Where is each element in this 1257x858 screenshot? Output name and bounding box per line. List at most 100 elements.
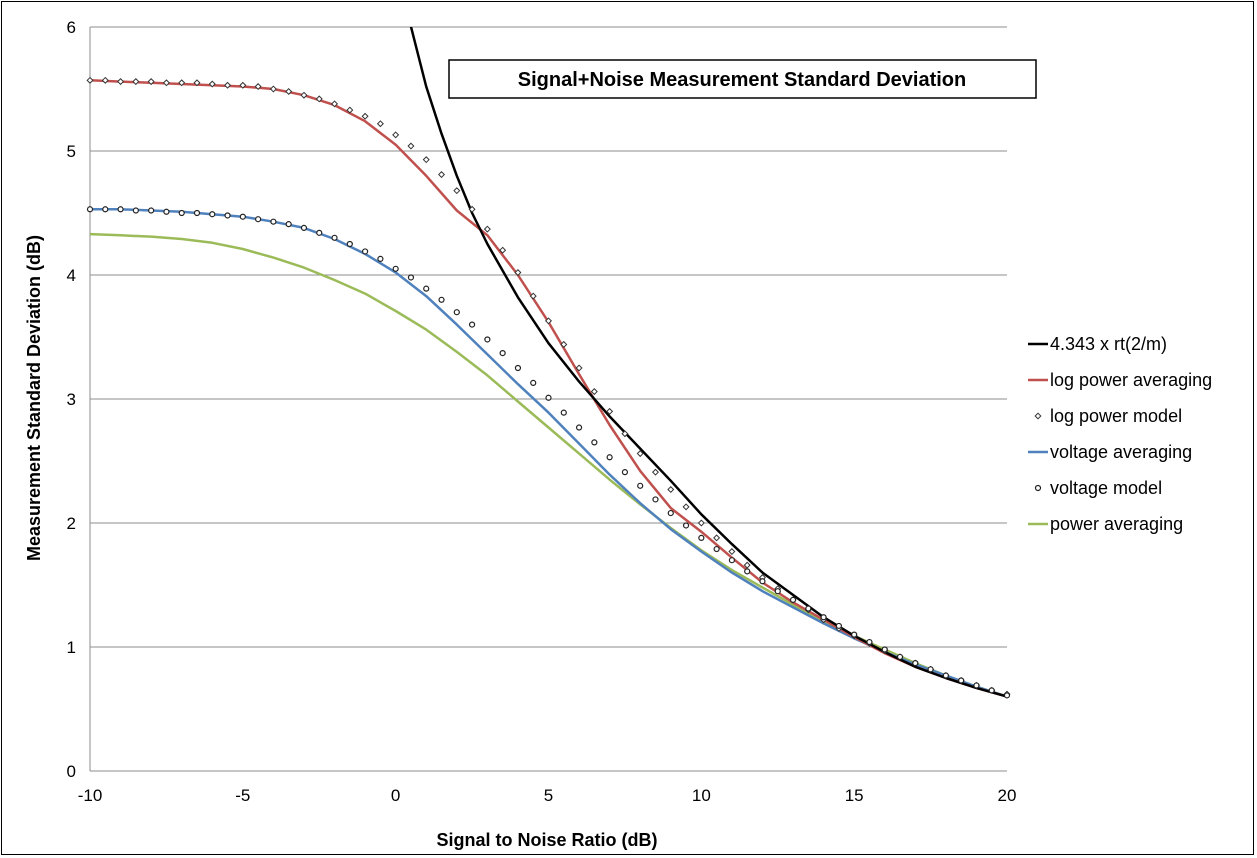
data-point <box>759 578 766 585</box>
data-point <box>514 269 522 277</box>
tick-labels: 0 1 2 3 4 5 6 -10 -5 0 5 10 15 20 <box>67 18 1017 805</box>
data-point <box>713 534 721 542</box>
series-line <box>89 232 1008 698</box>
data-point <box>392 265 399 272</box>
data-point <box>162 79 170 87</box>
data-point <box>224 212 231 219</box>
data-point <box>499 246 507 254</box>
data-point <box>423 285 430 292</box>
data-point <box>453 187 461 195</box>
data-point <box>1003 692 1011 699</box>
y-tick-label: 3 <box>67 390 76 409</box>
data-point <box>545 394 552 401</box>
data-point <box>621 430 629 438</box>
data-point <box>912 660 919 667</box>
data-point <box>958 677 965 684</box>
data-point <box>453 309 460 316</box>
data-point <box>316 229 323 236</box>
data-point <box>269 85 277 93</box>
data-point <box>285 87 293 95</box>
data-point <box>560 409 567 416</box>
data-point <box>697 519 705 527</box>
data-point <box>744 568 751 575</box>
data-point <box>805 605 812 612</box>
data-point <box>346 240 353 248</box>
data-point <box>86 206 94 213</box>
series-voltage-model <box>86 206 1011 699</box>
data-point <box>438 171 446 179</box>
data-point <box>254 83 262 91</box>
data-point <box>361 112 369 120</box>
x-axis-title: Signal to Noise Ratio (dB) <box>436 830 657 850</box>
chart-title: Signal+Noise Measurement Standard Deviat… <box>518 69 966 91</box>
legend-label: log power averaging <box>1050 370 1212 390</box>
x-tick-label: 15 <box>845 786 864 805</box>
legend-item: power averaging <box>1028 514 1183 534</box>
data-point <box>255 216 262 223</box>
series-log-power-averaging <box>89 79 1008 698</box>
data-point <box>147 78 155 86</box>
data-point <box>117 78 125 86</box>
legend-item: voltage model <box>1034 478 1162 498</box>
legend-label: voltage averaging <box>1050 442 1192 462</box>
data-point <box>483 225 491 233</box>
data-point <box>544 317 553 325</box>
data-point <box>606 407 614 415</box>
data-point <box>667 486 675 494</box>
data-point <box>468 205 476 213</box>
data-point <box>407 142 415 150</box>
data-point <box>835 622 842 630</box>
data-point <box>621 469 629 476</box>
series-layer <box>86 27 1011 699</box>
data-point <box>362 248 369 255</box>
data-point <box>591 439 598 446</box>
data-point <box>575 424 583 431</box>
data-point <box>209 211 216 218</box>
data-point <box>973 682 980 689</box>
data-point <box>514 364 522 372</box>
data-point <box>743 561 751 569</box>
data-point <box>315 95 323 103</box>
data-point <box>682 503 690 511</box>
data-point <box>851 631 858 638</box>
data-point <box>178 209 185 217</box>
data-point <box>377 255 384 262</box>
data-point <box>652 496 659 503</box>
series-4-343-x-rt-2-m- <box>409 27 1008 698</box>
data-point <box>117 206 124 213</box>
data-point <box>881 646 888 653</box>
x-tick-label: 10 <box>692 786 711 805</box>
data-point <box>529 292 537 300</box>
legend-swatch <box>1034 412 1042 420</box>
y-tick-label: 6 <box>67 18 76 37</box>
data-point <box>438 296 445 303</box>
legend-label: 4.343 x rt(2/m) <box>1050 334 1167 354</box>
data-point <box>728 557 736 564</box>
data-point <box>239 213 246 220</box>
data-point <box>636 450 644 458</box>
data-point <box>789 596 797 603</box>
data-point <box>484 336 491 343</box>
y-tick-label: 0 <box>67 762 76 781</box>
data-point <box>132 78 140 86</box>
data-point <box>163 208 170 215</box>
y-tick-label: 2 <box>67 514 76 533</box>
series-line <box>89 79 1008 698</box>
legend-label: voltage model <box>1050 478 1162 498</box>
data-point <box>331 100 339 108</box>
data-point <box>530 379 537 386</box>
data-point <box>376 120 384 128</box>
y-tick-label: 5 <box>67 142 76 161</box>
x-tick-label: 20 <box>998 786 1017 805</box>
data-point <box>560 340 568 348</box>
chart-title-box: Signal+Noise Measurement Standard Deviat… <box>448 59 1037 99</box>
y-axis-title: Measurement Standard Deviation (dB) <box>24 235 44 561</box>
x-tick-label: -5 <box>235 786 250 805</box>
data-point <box>346 106 354 114</box>
series-power-averaging <box>89 232 1008 698</box>
data-point <box>422 156 430 164</box>
legend-item: log power model <box>1034 406 1182 426</box>
data-point <box>331 234 338 241</box>
x-tick-label: 5 <box>544 786 553 805</box>
